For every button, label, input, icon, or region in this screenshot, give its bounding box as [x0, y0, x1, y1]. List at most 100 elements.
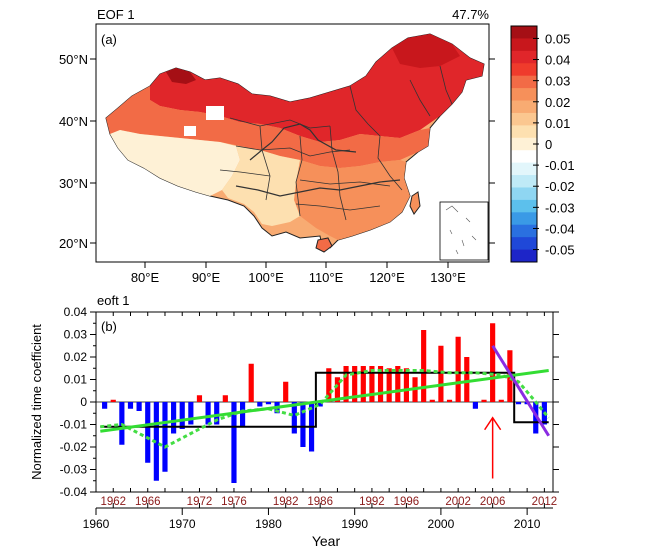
y-tick-label: -0.03	[60, 463, 88, 477]
lat-tick-label: 50°N	[59, 52, 88, 67]
bar-1992	[369, 366, 375, 402]
taiwan-island	[409, 191, 421, 215]
map-panel: EOF 1 47.7%	[59, 7, 575, 285]
bar-1974	[214, 402, 220, 425]
bar-1964	[127, 402, 134, 409]
colorbar-swatch	[511, 249, 537, 263]
y-tick-label: 0.01	[64, 373, 88, 387]
y-tick-label: -0.02	[60, 440, 88, 454]
missing-data-patch	[206, 106, 224, 120]
colorbar-swatch	[511, 75, 537, 89]
lat-tick-label: 20°N	[59, 236, 88, 251]
bar-1971	[188, 402, 194, 425]
northeast-peak	[392, 34, 460, 68]
x-axis-secondary: 1962 1966 1972 1976 1982 1986 1992 1996 2002 2006…	[100, 496, 557, 508]
x-secondary-tick-label: 2002	[445, 496, 471, 508]
colorbar-label: -0.03	[545, 200, 575, 215]
colorbar-label: -0.01	[545, 158, 575, 173]
lon-tick-label: 90°E	[192, 270, 221, 285]
bar-2003	[464, 357, 470, 402]
northwest-peak	[166, 68, 196, 84]
colorbar-swatch	[511, 150, 537, 164]
map-title-right: 47.7%	[452, 7, 489, 22]
bar-2004	[472, 402, 478, 409]
bar-1996	[403, 368, 409, 402]
chart-title: eoft 1	[97, 293, 130, 308]
colorbar-swatch	[511, 38, 537, 52]
lat-tick-label: 40°N	[59, 114, 88, 129]
x-tick-label: 2010	[514, 517, 541, 531]
linear-trend-line	[100, 369, 549, 433]
colorbar-label: 0.02	[545, 95, 570, 110]
smoothed-curve	[100, 369, 550, 449]
bar-1970	[179, 402, 185, 429]
y-tick-label: 0.04	[64, 305, 88, 319]
bar-1998	[421, 330, 427, 402]
bar-2006	[490, 323, 496, 402]
bar-1989	[343, 366, 349, 402]
bar-1968	[162, 402, 168, 472]
x-secondary-tick-label: 1992	[359, 496, 385, 508]
bar-1991	[360, 366, 366, 402]
lon-tick-label: 80°E	[131, 270, 160, 285]
x-axis-title: Year	[312, 533, 341, 549]
x-secondary-tick-label: 1996	[394, 496, 420, 508]
colorbar-swatch	[511, 187, 537, 201]
x-tick-label: 1990	[341, 517, 368, 531]
x-tick-label: 1980	[255, 517, 282, 531]
bar-1987	[326, 368, 332, 402]
colorbar-swatch	[511, 63, 537, 77]
y-tick-label: -0.04	[60, 485, 88, 499]
yangtze-river	[235, 179, 401, 197]
colorbar-swatch	[511, 212, 537, 226]
bar-1966	[145, 402, 151, 463]
missing-data-patch-2	[184, 126, 196, 136]
x-secondary-tick-label: 1966	[135, 496, 161, 508]
x-tick-label: 1960	[83, 517, 110, 531]
bar-1993	[377, 366, 384, 402]
colorbar-label: 0.03	[545, 74, 570, 89]
x-secondary-tick-label: 1976	[221, 496, 247, 508]
colorbar-swatch	[511, 88, 537, 101]
colorbar-label: 0.05	[545, 31, 570, 46]
x-secondary-tick-label: 1982	[273, 496, 299, 508]
x-axis-bottom: 1960 1970 1980 1990 2000 2010	[83, 312, 553, 531]
lon-tick-label: 100°E	[248, 270, 284, 285]
china-map	[105, 33, 485, 253]
map-label-bg	[98, 30, 124, 48]
inset-islands	[445, 205, 477, 255]
colorbar-swatch	[511, 175, 537, 188]
bar-1967	[153, 402, 159, 481]
colorbar-swatch	[511, 162, 537, 176]
colorbar-swatch	[511, 112, 537, 126]
bar-1988	[334, 377, 341, 402]
colorbar-label: 0	[545, 137, 552, 152]
bar-1980	[265, 402, 272, 405]
colorbar: 0.05 0.04 0.03 0.02 0.01 0 -0.01 -0.02 -0.03 -0.0…	[510, 25, 575, 263]
y-tick-label: 0.02	[64, 350, 88, 364]
y-tick-label: -0.01	[60, 418, 88, 432]
bar-2005	[481, 399, 487, 402]
lat-tick-label: 30°N	[59, 176, 88, 191]
y-axis-title: Normalized time coefficient	[29, 324, 44, 480]
bar-1961	[102, 402, 108, 409]
bar-2007	[498, 399, 504, 402]
mid-orange-region	[106, 86, 430, 168]
step-mean-line	[100, 371, 549, 428]
y-axis: 0.04 0.03 0.02 0.01 0 -0.01 -0.02 -0.03 -0.04	[60, 305, 559, 499]
plateau-light-region	[222, 146, 300, 226]
colorbar-swatch	[511, 100, 537, 114]
bar-1982	[283, 381, 289, 402]
bar-1995	[395, 366, 401, 402]
y-tick-label: 0.03	[64, 328, 88, 342]
x-tick-label: 1970	[169, 517, 196, 531]
colorbar-label: -0.02	[545, 179, 575, 194]
southeast-region	[294, 160, 410, 240]
bar-1984	[300, 402, 306, 447]
bar-1976	[231, 402, 237, 483]
colorbar-swatch	[511, 50, 537, 64]
bar-2002	[455, 336, 461, 402]
colorbar-swatch	[511, 26, 537, 39]
colorbar-swatch	[511, 224, 537, 238]
